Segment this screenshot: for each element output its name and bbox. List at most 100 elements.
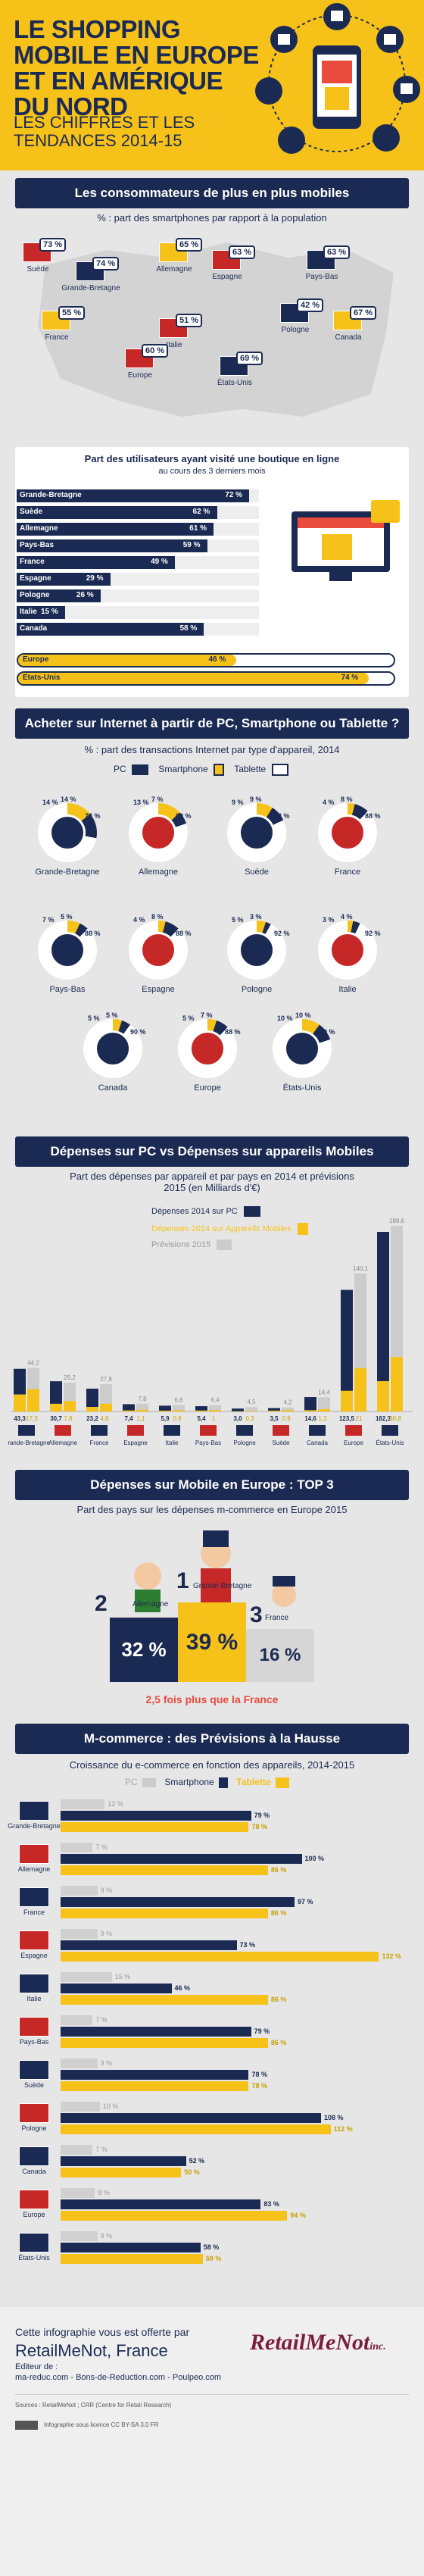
mobile-2014-bar <box>86 1407 98 1411</box>
country-name: Italie <box>166 1440 179 1446</box>
section4-legend: Dépenses 2014 sur PC Dépenses 2014 sur A… <box>151 1206 308 1256</box>
pc-share-value: 90 % <box>130 1028 146 1036</box>
smartphone-share-value: 67 % <box>350 306 377 320</box>
section1-banner: Les consommateurs de plus en plus mobile… <box>15 178 409 208</box>
tablet-growth-bar <box>61 2081 249 2091</box>
smartphone-growth-bar <box>61 2027 251 2037</box>
country-name: Pays-Bas <box>49 985 86 994</box>
tablet-growth-value: 86 % <box>270 2039 287 2046</box>
logo-text: RetailMeNot <box>250 2330 370 2355</box>
country-name: Pologne <box>241 985 273 994</box>
bar-fill <box>18 655 236 666</box>
tablet-share-value: 4 % <box>323 799 335 806</box>
tablet-share-value: 14 % <box>42 799 58 806</box>
tablet-share-value: 10 % <box>277 1014 293 1022</box>
forecast-mobile-bar <box>173 1410 185 1411</box>
mobile-value-label: 4,6 <box>100 1415 109 1422</box>
pc-share-value: 88 % <box>176 930 192 937</box>
sources-label: Sources : <box>15 2402 41 2409</box>
tablet-icon <box>271 764 288 776</box>
country-name: États-Unis <box>18 2254 50 2262</box>
smartphone-growth-value: 108 % <box>324 2114 344 2121</box>
forecast-value-label: 6,4 <box>210 1397 220 1404</box>
smartphone-growth-bar <box>61 2070 249 2080</box>
country-name: États-Unis <box>217 379 253 387</box>
bar-country: Espagne <box>20 574 51 583</box>
pc-2014-bar <box>377 1232 389 1411</box>
page-subtitle: LES CHIFFRES ET LES TENDANCES 2014-15 <box>14 113 195 150</box>
forecast-mobile-bar <box>64 1401 76 1411</box>
footer-company: RetailMeNot, France <box>15 2341 168 2360</box>
pc-share-value: 80 % <box>320 1028 335 1036</box>
tablet-growth-value: 94 % <box>290 2212 306 2219</box>
forecast-mobile-bar <box>209 1410 221 1411</box>
legend-mobile-2014: Dépenses 2014 sur Appareils Mobiles <box>151 1224 292 1233</box>
bar-country: Canada <box>20 624 48 633</box>
country-name: Allemagne <box>139 868 178 877</box>
country-flag-icon <box>55 1425 71 1436</box>
country-flag-icon <box>382 1425 398 1436</box>
pc-growth-bar <box>61 2059 98 2068</box>
country-flag-icon <box>140 814 176 851</box>
pc-share-value: 82 % <box>274 812 290 820</box>
country-name: Espagne <box>212 273 242 281</box>
pc-growth-bar <box>61 2231 98 2241</box>
pc-2014-bar <box>195 1405 207 1411</box>
bar-fill <box>17 589 101 602</box>
tablet-share-value: 9 % <box>232 799 244 806</box>
country-name: Canada <box>22 2168 46 2175</box>
country-flag-icon <box>19 1801 49 1821</box>
forecast-value-label: 140,1 <box>353 1265 369 1272</box>
pc-2014-bar <box>304 1397 316 1411</box>
smartphone-share-value: 5 % <box>61 913 73 921</box>
country-name: Pays-Bas <box>19 2038 49 2046</box>
country-flag-icon <box>49 932 86 968</box>
tablet-growth-bar <box>61 2211 288 2221</box>
pc-2014-bar <box>86 1388 98 1411</box>
tablet-growth-value: 78 % <box>251 2082 267 2090</box>
country-name: Espagne <box>142 985 175 994</box>
country-flag-icon <box>19 2103 49 2123</box>
podium-rank-2: 2 <box>95 1591 108 1616</box>
logo-suffix: inc. <box>369 2341 386 2352</box>
forecast-mobile-bar <box>391 1357 403 1411</box>
smartphone-growth-value: 83 % <box>263 2200 279 2208</box>
forecast-mobile-bar <box>318 1408 330 1411</box>
country-name: Pologne <box>281 326 310 334</box>
podium-rank-1: 1 <box>176 1568 189 1593</box>
online-shop-illustration <box>292 500 400 581</box>
tablet-growth-value: 59 % <box>205 2255 222 2262</box>
smartphone-share-value: 5 % <box>106 1011 118 1019</box>
smartphone-share-value: 51 % <box>176 314 203 327</box>
country-flag-icon <box>127 1425 144 1436</box>
country-flag-icon <box>307 250 335 270</box>
country-name: Allemagne <box>156 265 192 274</box>
pc-2014-bar <box>341 1290 353 1411</box>
legend-smartphone-label: Smartphone <box>158 764 208 775</box>
smartphone-share-value: 14 % <box>61 796 76 803</box>
bar-country: Pays-Bas <box>20 541 55 549</box>
forecast-value-label: 7,8 <box>138 1396 147 1402</box>
smartphone-share-value: 8 % <box>151 913 164 921</box>
pc-value-label: 3,5 <box>270 1415 279 1422</box>
country-flag-icon <box>19 2017 49 2037</box>
pc-value-label: 7,4 <box>124 1415 133 1422</box>
country-flag-icon <box>19 1844 49 1864</box>
mobile-value-label: 7,8 <box>64 1415 73 1422</box>
legend-forecast-2015: Prévisions 2015 <box>151 1240 211 1249</box>
pc-value-label: 3,0 <box>233 1415 242 1422</box>
smartphone-growth-value: 78 % <box>251 2071 267 2078</box>
bar-fill <box>17 523 214 536</box>
country-flag-icon <box>49 814 86 851</box>
pc-growth-value: 9 % <box>100 2232 113 2240</box>
pc-2014-bar <box>268 1408 280 1411</box>
mobile-value-label: 1,3 <box>318 1415 327 1422</box>
smartphone-share-value: 74 % <box>92 257 120 270</box>
country-name: Pays-Bas <box>195 1440 221 1446</box>
country-flag-icon <box>309 1425 326 1436</box>
section2-subtitle: au cours des 3 derniers mois <box>158 467 266 476</box>
forecast-mobile-bar <box>136 1409 148 1411</box>
footer-sources: Sources : RetailMeNot ; CRR (Centre for … <box>15 2402 171 2409</box>
pc-growth-bar <box>61 2188 95 2198</box>
tablet-growth-bar <box>61 2168 182 2177</box>
